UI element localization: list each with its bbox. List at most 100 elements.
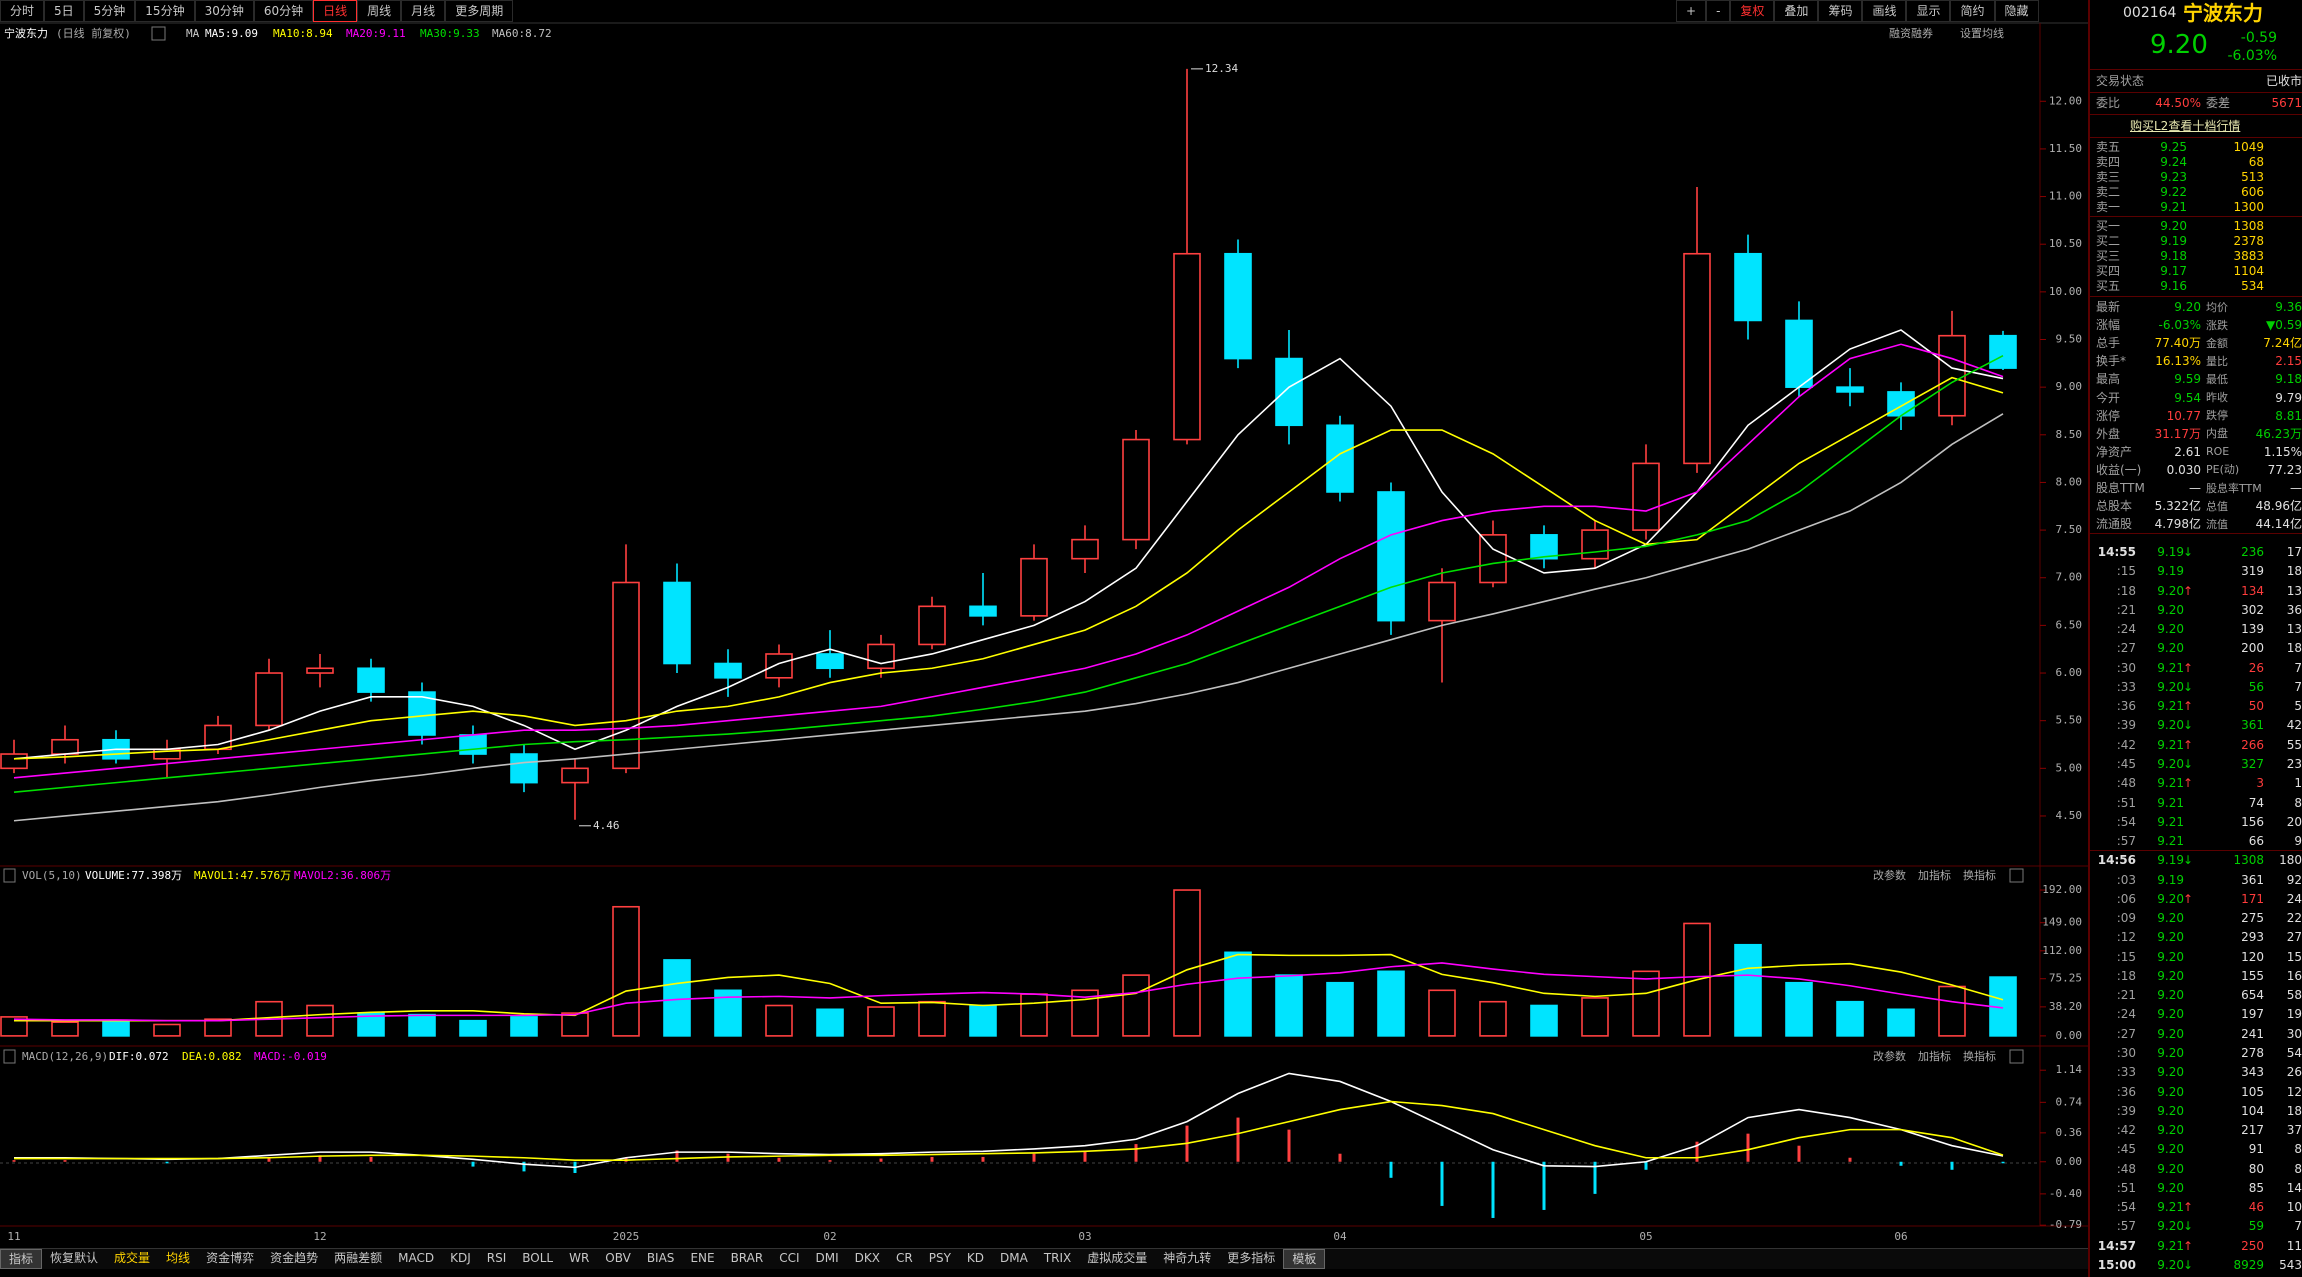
candle-body <box>1326 424 1354 493</box>
tool-button[interactable]: + <box>1676 0 1707 22</box>
volume-bar <box>1275 974 1303 1037</box>
indicator-tab[interactable]: 资金趋势 <box>270 1251 319 1265</box>
stat-value: -6.03% <box>2158 318 2201 333</box>
stat-label: ROE <box>2206 445 2230 459</box>
stat-label: 流值 <box>2206 517 2228 531</box>
period-button[interactable]: 更多周期 <box>445 0 514 22</box>
tool-button[interactable]: 画线 <box>1862 0 1907 22</box>
tool-button[interactable]: 简约 <box>1950 0 1995 22</box>
indicator-tab[interactable]: 成交量 <box>114 1251 151 1265</box>
book-price: 9.17 <box>2160 264 2187 279</box>
volume-bar <box>0 1016 28 1037</box>
tick-dir: ↓ <box>2183 853 2194 868</box>
tick-volume: 319 <box>2241 564 2264 579</box>
period-button[interactable]: 周线 <box>357 0 402 22</box>
indicator-tab[interactable]: MACD <box>398 1251 435 1265</box>
tick-price: 9.19 <box>2157 545 2184 559</box>
indicator-tab[interactable]: PSY <box>928 1251 951 1265</box>
indicator-tab[interactable]: 更多指标 <box>1227 1251 1276 1265</box>
indicator-tab[interactable]: 神奇九转 <box>1163 1251 1212 1265</box>
indicator-tab[interactable]: RSI <box>486 1251 507 1265</box>
indicator-tab[interactable]: CCI <box>779 1251 800 1265</box>
stat-value: 9.79 <box>2275 390 2302 405</box>
candle-body <box>1020 557 1048 617</box>
volume-bar <box>1377 970 1405 1037</box>
price-change: -0.59 <box>2240 30 2277 46</box>
indicator-tab[interactable]: ENE <box>690 1251 715 1265</box>
volume-bar <box>561 1012 589 1037</box>
tool-button[interactable]: 筹码 <box>1818 0 1863 22</box>
indicator-tab[interactable]: BOLL <box>522 1251 554 1265</box>
tool-button[interactable]: 显示 <box>1906 0 1951 22</box>
panel-title: VOL(5,10) <box>22 869 82 882</box>
period-button[interactable]: 15分钟 <box>135 0 195 22</box>
stat-label: 均价 <box>2206 300 2228 314</box>
tick-count: 9 <box>2294 834 2302 849</box>
indicator-tab[interactable]: 虚拟成交量 <box>1087 1251 1148 1265</box>
indicator-tab[interactable]: CR <box>896 1251 913 1265</box>
tick-count: 27 <box>2286 930 2302 945</box>
stat-value: 9.54 <box>2174 390 2201 405</box>
indicator-tab[interactable]: TRIX <box>1043 1251 1072 1265</box>
period-button[interactable]: 月线 <box>401 0 446 22</box>
stat-value: 77.40万 <box>2154 336 2201 351</box>
tick-price: 9.21 <box>2157 1238 2184 1253</box>
volume-bar <box>510 1016 538 1037</box>
tick-dir: ↑ <box>2183 737 2194 752</box>
tick-count: 37 <box>2286 1123 2302 1138</box>
candle-body <box>612 581 640 770</box>
indicator-tab[interactable]: BRAR <box>730 1251 764 1265</box>
x-tick-label: 2025 <box>613 1230 640 1243</box>
period-button[interactable]: 5分钟 <box>83 0 136 22</box>
indicator-tab[interactable]: DMA <box>1000 1251 1028 1265</box>
indicator-tab[interactable]: DMI <box>815 1251 839 1265</box>
tool-button[interactable]: 叠加 <box>1774 0 1819 22</box>
stat-value: ▼0.59 <box>2266 318 2302 333</box>
period-button[interactable]: 5日 <box>44 0 84 22</box>
tick-time: 14:57 <box>2097 1238 2136 1253</box>
indicator-tab[interactable]: KDJ <box>450 1251 471 1265</box>
tick-volume: 241 <box>2241 1026 2264 1041</box>
period-button[interactable]: 日线 <box>313 0 358 22</box>
tick-time: :45 <box>2116 1142 2136 1157</box>
panel-button: 改参数 <box>1873 1049 1906 1063</box>
indicator-tab[interactable]: BIAS <box>646 1251 675 1265</box>
stat-value: 0.030 <box>2166 462 2201 477</box>
indicator-line <box>13 376 2004 760</box>
tick-volume: 50 <box>2248 699 2264 714</box>
indicator-tab[interactable]: 两融差额 <box>334 1251 383 1265</box>
y-tick-label: 8.00 <box>2056 475 2083 488</box>
indicator-tab[interactable]: 均线 <box>166 1251 191 1265</box>
tool-button[interactable]: 复权 <box>1730 0 1775 22</box>
period-button[interactable]: 60分钟 <box>253 0 314 22</box>
y-tick-label: 7.00 <box>2056 571 2083 584</box>
y-tick-label: 0.00 <box>2056 1029 2083 1042</box>
indicator-tab[interactable]: 恢复默认 <box>50 1251 99 1265</box>
tick-volume: 278 <box>2241 1046 2264 1061</box>
period-button[interactable]: 30分钟 <box>194 0 254 22</box>
tick-volume: 80 <box>2248 1161 2264 1176</box>
volume-bar <box>1428 989 1456 1037</box>
tick-time: :39 <box>2116 718 2136 733</box>
indicator-tab[interactable]: WR <box>569 1251 590 1265</box>
indicator-tab[interactable]: DKX <box>854 1251 880 1265</box>
stat-value: 7.24亿 <box>2263 336 2302 351</box>
period-button[interactable]: 分时 <box>0 0 45 22</box>
indicator-tab[interactable]: KD <box>966 1251 985 1265</box>
tool-button[interactable]: 隐藏 <box>1994 0 2039 22</box>
indicator-tabs: 指标 恢复默认 成交量 均线 资金博弈 资金趋势 两融差额 MACD KDJ RSI BOLL WR O… <box>0 1248 2088 1269</box>
tool-button[interactable]: - <box>1706 0 1731 22</box>
indicator-tab[interactable]: 指标 <box>0 1249 43 1269</box>
indicator-tab[interactable]: 模板 <box>1283 1249 1326 1269</box>
tick-time: :06 <box>2116 891 2136 906</box>
indicator-tab[interactable]: 资金博弈 <box>206 1251 255 1265</box>
candle-body <box>765 653 793 679</box>
stat-label: 换手* <box>2096 354 2127 369</box>
volume-bar <box>1581 997 1609 1037</box>
volume-bar <box>153 1023 181 1037</box>
candle-body <box>357 667 385 693</box>
panel-button: 加指标 <box>1918 1049 1951 1063</box>
tick-price: 9.20 <box>2157 1007 2184 1022</box>
volume-bar <box>1020 993 1048 1037</box>
indicator-tab[interactable]: OBV <box>605 1251 631 1265</box>
